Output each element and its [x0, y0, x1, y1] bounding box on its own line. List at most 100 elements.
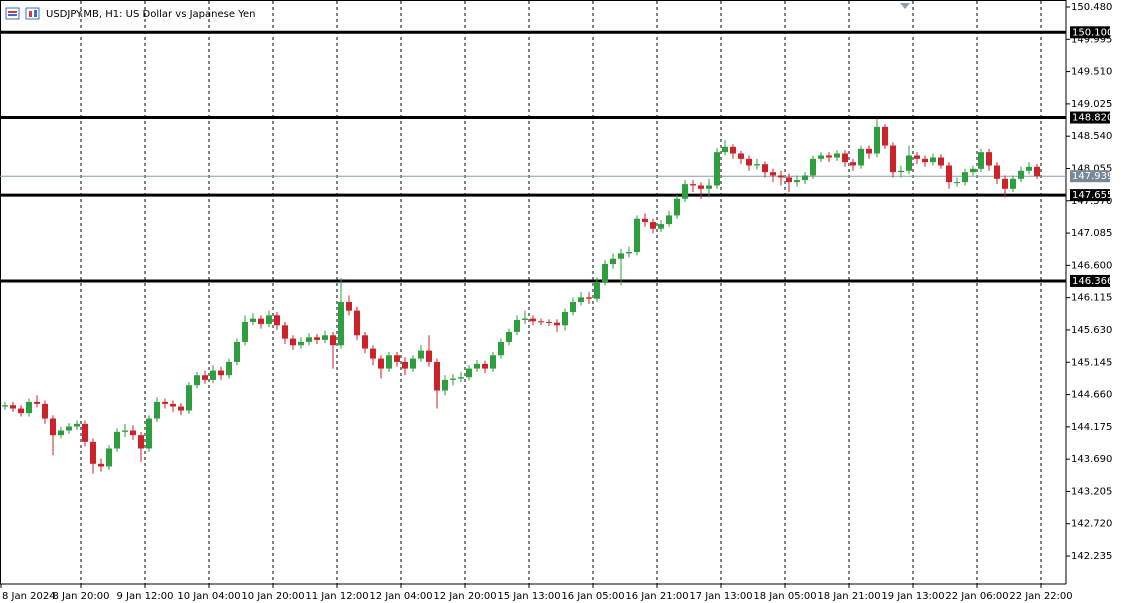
- candle-body: [634, 218, 640, 253]
- candle-body: [826, 155, 832, 158]
- candle-body: [298, 341, 304, 346]
- candle-body: [962, 172, 968, 183]
- candle-body: [330, 335, 336, 346]
- candle-body: [370, 348, 376, 359]
- y-tick-label: 145.145: [1071, 357, 1112, 368]
- candle-body: [426, 350, 432, 362]
- candle-body: [970, 168, 976, 173]
- candle-body: [354, 310, 360, 336]
- candle-body: [2, 405, 8, 407]
- candle-body: [714, 152, 720, 186]
- candle-body: [642, 218, 648, 223]
- candle-body: [50, 418, 56, 436]
- candle-body: [650, 222, 656, 229]
- y-tick-label: 144.660: [1071, 390, 1112, 401]
- candle-body: [322, 335, 328, 340]
- candle-body: [730, 146, 736, 154]
- candle-body: [418, 350, 424, 359]
- candle-body: [722, 146, 728, 153]
- candle-body: [562, 311, 568, 326]
- y-tick-label: 144.175: [1071, 422, 1112, 433]
- y-tick-label: 142.720: [1071, 519, 1112, 530]
- candle-body: [770, 172, 776, 176]
- candle-body: [538, 321, 544, 323]
- x-tick-label: 22 Jan 06:00: [945, 591, 1008, 602]
- y-tick-label: 145.630: [1071, 325, 1112, 336]
- candle-body: [498, 341, 504, 356]
- candle-body: [554, 322, 560, 326]
- y-tick-label: 149.995: [1071, 34, 1112, 45]
- candle-body: [842, 153, 848, 163]
- candle-body: [386, 355, 392, 369]
- candle-body: [434, 361, 440, 391]
- y-tick-label: 148.540: [1071, 131, 1112, 142]
- y-tick-label: 143.205: [1071, 486, 1112, 497]
- candle-body: [410, 358, 416, 369]
- candle-body: [898, 170, 904, 173]
- candle-body: [402, 361, 408, 369]
- x-tick-label: 8 Jan 2024: [2, 591, 56, 602]
- candle-body: [626, 252, 632, 254]
- candle-body: [834, 153, 840, 158]
- candle-body: [522, 318, 528, 320]
- icon: [8, 14, 17, 16]
- x-tick-label: 18 Jan 21:00: [817, 591, 880, 602]
- candle-body: [202, 375, 208, 380]
- y-tick-label: 149.025: [1071, 99, 1112, 110]
- icon: [25, 7, 40, 20]
- candle-body: [586, 297, 592, 299]
- y-tick-label: 147.570: [1071, 196, 1112, 207]
- y-tick-label: 147.085: [1071, 228, 1112, 239]
- candle-body: [274, 315, 280, 326]
- candle-body: [658, 224, 664, 229]
- candle-body: [106, 448, 112, 467]
- candle-body: [514, 319, 520, 332]
- level-label-box: [1070, 111, 1110, 124]
- candle-body: [882, 126, 888, 146]
- x-tick-label: 15 Jan 13:00: [497, 591, 560, 602]
- candle-body: [34, 401, 40, 404]
- candle-body: [378, 358, 384, 369]
- candle-body: [706, 185, 712, 189]
- candle-body: [978, 152, 984, 169]
- candle-body: [450, 378, 456, 380]
- candle-body: [314, 337, 320, 340]
- candle-body: [130, 430, 136, 436]
- candle-body: [234, 341, 240, 362]
- x-tick-label: 16 Jan 21:00: [625, 591, 688, 602]
- x-tick-label: 19 Jan 13:00: [881, 591, 944, 602]
- candle-body: [810, 158, 816, 176]
- candle-body: [674, 198, 680, 216]
- candle-body: [618, 253, 624, 259]
- candle-body: [914, 155, 920, 159]
- candle-body: [794, 180, 800, 183]
- candle-body: [98, 463, 104, 467]
- candle-body: [482, 363, 488, 369]
- candle-body: [154, 401, 160, 419]
- candle-body: [226, 361, 232, 376]
- candle-body: [946, 165, 952, 183]
- candle-body: [306, 337, 312, 342]
- candle-body: [242, 321, 248, 342]
- candle-body: [218, 370, 224, 376]
- candle-body: [906, 155, 912, 171]
- candle-body: [250, 318, 256, 322]
- candle-body: [802, 175, 808, 181]
- candle-body: [210, 370, 216, 380]
- candle-body: [82, 423, 88, 442]
- y-tick-label: 149.510: [1071, 67, 1112, 78]
- candle-body: [930, 157, 936, 163]
- candle-body: [162, 401, 168, 404]
- icon: [29, 11, 32, 17]
- x-tick-label: 22 Jan 22:00: [1009, 591, 1072, 602]
- candle-body: [362, 335, 368, 349]
- candle-body: [738, 153, 744, 159]
- candle-body: [178, 406, 184, 411]
- candle-body: [18, 408, 24, 414]
- y-tick-label: 142.235: [1071, 551, 1112, 562]
- candle-body: [938, 157, 944, 166]
- level-label: 150.100: [1072, 27, 1113, 38]
- candle-body: [858, 148, 864, 166]
- candle-body: [1002, 178, 1008, 189]
